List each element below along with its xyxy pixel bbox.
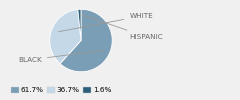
Legend: 61.7%, 36.7%, 1.6%: 61.7%, 36.7%, 1.6% xyxy=(8,84,114,96)
Text: HISPANIC: HISPANIC xyxy=(82,15,163,40)
Text: WHITE: WHITE xyxy=(59,13,153,32)
Wedge shape xyxy=(50,9,81,64)
Wedge shape xyxy=(78,9,81,41)
Text: BLACK: BLACK xyxy=(18,50,103,63)
Wedge shape xyxy=(60,9,112,72)
